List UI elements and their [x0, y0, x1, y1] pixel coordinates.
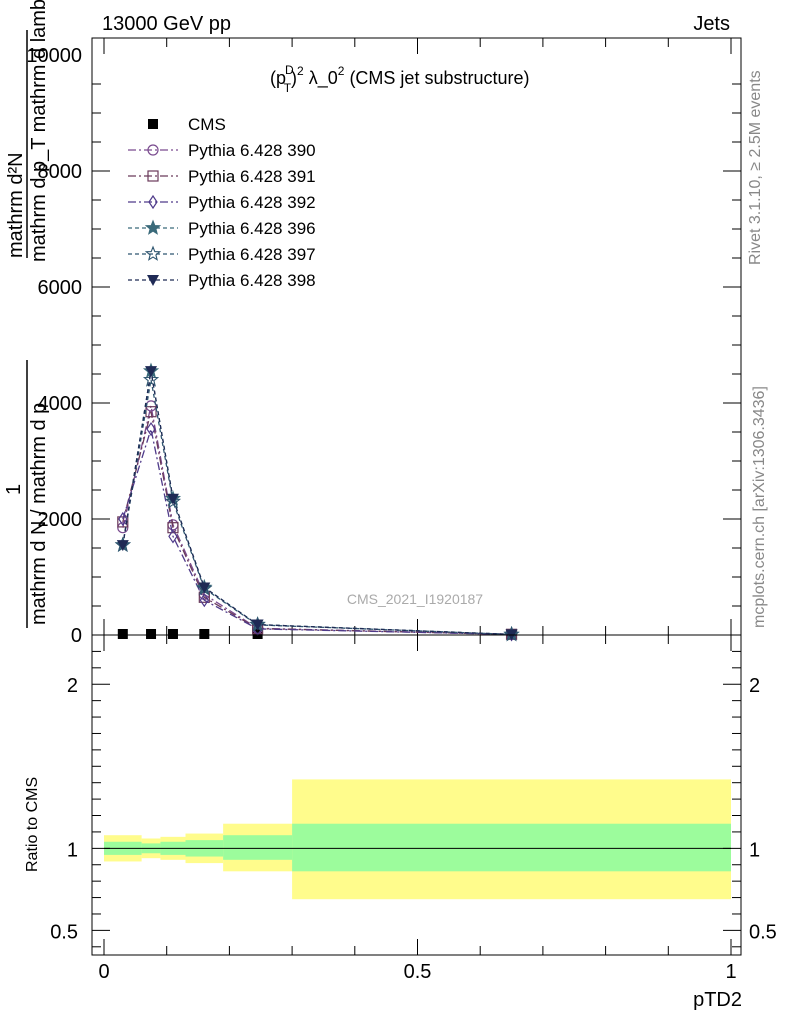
- legend-entry: Pythia 6.428 396: [128, 219, 316, 238]
- legend-marker: [147, 144, 159, 156]
- rivet-label: Rivet 3.1.10, ≥ 2.5M events: [747, 70, 764, 265]
- ratio-y-tick-label: 2: [67, 675, 78, 697]
- ratio-stat-band: [223, 835, 293, 860]
- legend-label: Pythia 6.428 397: [188, 245, 316, 264]
- main-y-tick-label: 2000: [38, 509, 83, 531]
- data-point: [116, 540, 129, 552]
- main-series: [114, 362, 520, 642]
- legend: CMS Pythia 6.428 390 Pythia 6.428 391 Pythi…: [128, 115, 316, 290]
- legend-label: Pythia 6.428 391: [188, 167, 316, 186]
- x-tick-label: 0.5: [404, 961, 432, 983]
- legend-entry: CMS: [148, 115, 226, 134]
- legend-entry: Pythia 6.428 392: [128, 193, 316, 212]
- data-point: [167, 522, 179, 534]
- legend-marker: [147, 170, 159, 182]
- data-point: [146, 422, 156, 437]
- title-sub1: T: [284, 81, 292, 95]
- legend-marker: [148, 194, 158, 210]
- ratio-y-tick-label-right: 0.5: [749, 921, 777, 943]
- data-point: [118, 511, 128, 527]
- main-y-top-label: 10000: [26, 45, 82, 67]
- data-point: [142, 371, 160, 387]
- data-point: [199, 593, 210, 608]
- data-point: [199, 629, 210, 639]
- ratio-y-tick-label: 0.5: [50, 921, 78, 943]
- main-y-tick-label: 0: [71, 625, 82, 647]
- analysis-watermark: CMS_2021_I1920187: [347, 591, 483, 607]
- legend-label: Pythia 6.428 396: [188, 219, 316, 238]
- main-y-tick-label: 8000: [38, 161, 83, 183]
- plot-title: (pD T)2 λ_02 (CMS jet substructure): [270, 63, 529, 95]
- legend-label: Pythia 6.428 398: [188, 271, 316, 290]
- title-sup2: 2: [297, 64, 304, 78]
- legend-label: CMS: [188, 115, 226, 134]
- title-sup1: D: [285, 63, 294, 77]
- ratio-y-ticks: 0.5 0.5 1 1 2 2: [50, 650, 777, 948]
- main-y-tick-label: 4000: [38, 393, 83, 415]
- ylabel-frac-numerator: mathrm d²N: [5, 152, 27, 258]
- x-tick-label: 0: [98, 961, 109, 983]
- main-y-tick-label: 6000: [38, 277, 83, 299]
- ratio-x-ticks: 0 0.5 1: [98, 635, 737, 983]
- data-point: [167, 629, 178, 639]
- mcplots-label: mcplots.cern.ch [arXiv:1306.3436]: [751, 386, 768, 628]
- ylabel-frac-denominator: mathrm d p_T mathrm d lambda: [28, 0, 50, 262]
- legend-marker: [147, 275, 159, 286]
- ratio-plot-frame: [91, 634, 742, 956]
- main-y-ticks: 0 2000 4000 6000 8000 10000: [26, 45, 741, 647]
- data-point: [117, 629, 128, 639]
- ratio-plot: 0.5 0.51 12 2 0 0.5 1 Ratio to CMS pTD2: [24, 634, 777, 1011]
- title-mid: ): [291, 68, 297, 88]
- series-line: [122, 411, 512, 635]
- ratio-y-tick-label-right: 1: [749, 839, 760, 861]
- title-lam: λ_0: [304, 68, 338, 89]
- legend-entry: Pythia 6.428 398: [128, 271, 316, 290]
- title-pre: (p: [270, 68, 286, 88]
- data-point: [146, 629, 157, 639]
- data-point: [145, 366, 158, 378]
- ratio-y-tick-label-right: 2: [749, 675, 760, 697]
- legend-marker: [148, 119, 158, 129]
- ratio-bands: [104, 779, 731, 900]
- legend-marker: [144, 245, 162, 261]
- legend-entry: Pythia 6.428 391: [128, 167, 316, 186]
- data-point: [117, 522, 129, 534]
- title-post: (CMS jet substructure): [344, 68, 529, 88]
- data-point: [166, 493, 179, 505]
- main-y-axis-label: mathrm d²N mathrm d p_T mathrm d lambda …: [3, 0, 50, 628]
- series-0: [117, 629, 517, 639]
- x-axis-label: pTD2: [693, 989, 742, 1011]
- series-6: [116, 366, 518, 641]
- ratio-y-axis-label: Ratio to CMS: [24, 777, 41, 872]
- data-point: [251, 619, 264, 631]
- data-point: [198, 582, 211, 594]
- process-label: Jets: [693, 13, 730, 35]
- ylabel-denominator: mathrm d N / mathrm d p: [28, 403, 50, 625]
- data-point: [168, 529, 178, 544]
- title-sup3: 2: [338, 64, 345, 78]
- ratio-stat-band: [292, 823, 731, 872]
- legend-label: Pythia 6.428 392: [188, 193, 316, 212]
- series-line: [122, 370, 512, 636]
- x-tick-label: 1: [725, 961, 736, 983]
- legend-entry: Pythia 6.428 397: [128, 245, 316, 264]
- legend-marker: [144, 219, 162, 235]
- ylabel-numerator: 1: [3, 484, 25, 495]
- energy-label: 13000 GeV pp: [102, 13, 231, 35]
- ratio-y-tick-label: 1: [67, 839, 78, 861]
- legend-label: Pythia 6.428 390: [188, 141, 316, 160]
- legend-entry: Pythia 6.428 390: [128, 141, 316, 160]
